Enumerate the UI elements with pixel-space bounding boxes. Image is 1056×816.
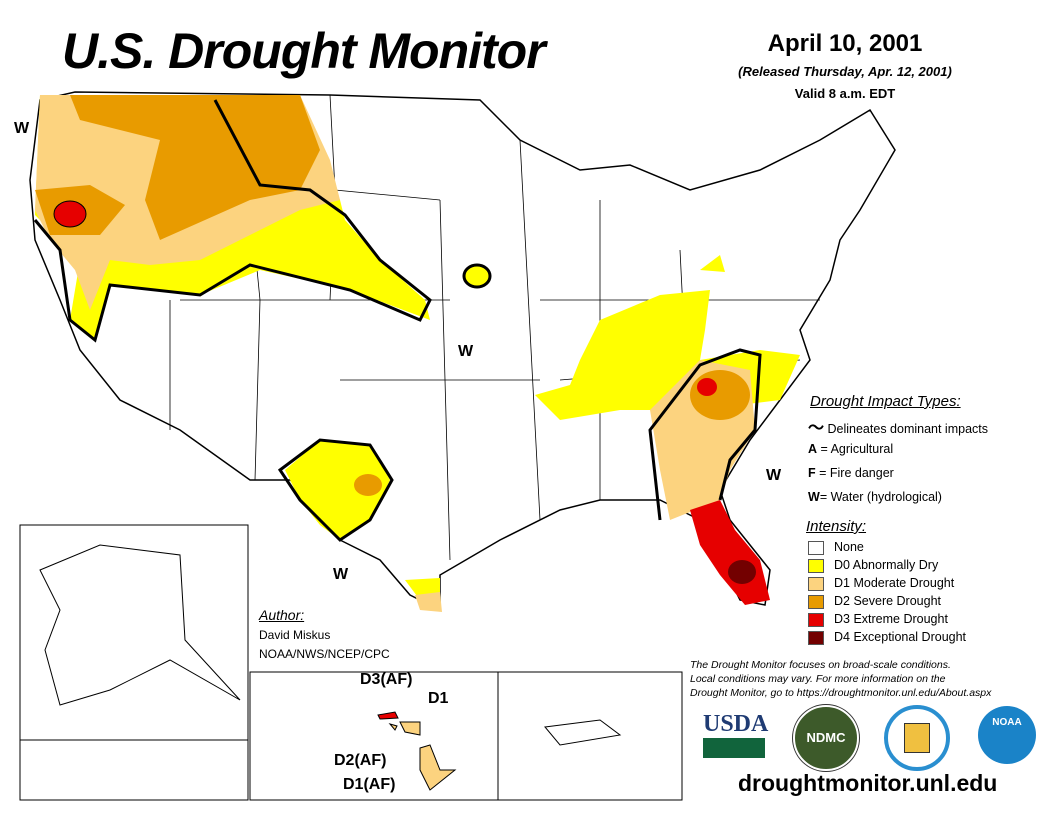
intensity-item: D0 Abnormally Dry	[808, 558, 938, 573]
author-heading: Author:	[259, 607, 305, 623]
ndmc-logo: NDMC	[793, 705, 859, 771]
impact-line-legend: 〜 Delineates dominant impacts	[808, 420, 988, 437]
d1-south-texas	[415, 592, 442, 612]
hawaii-label: D3(AF)	[360, 671, 413, 688]
usda-logo: USDA	[703, 712, 768, 758]
site-url[interactable]: droughtmonitor.unl.edu	[738, 770, 998, 796]
d3-georgia	[697, 378, 717, 396]
author-name: David Miskus	[259, 628, 331, 642]
impact-type-item: A = Agricultural	[808, 442, 894, 456]
disclaimer-note: The Drought Monitor focuses on broad-sca…	[690, 659, 992, 699]
intensity-item: D3 Extreme Drought	[808, 612, 948, 627]
valid-time: Valid 8 a.m. EDT	[794, 86, 896, 101]
impact-label-w: W	[458, 343, 474, 360]
intensity-item: D2 Severe Drought	[808, 594, 941, 609]
intensity-item: D1 Moderate Drought	[808, 576, 954, 591]
impact-label-w: W	[766, 467, 782, 484]
noaa-logo: NOAA	[978, 706, 1036, 764]
map-date: April 10, 2001	[767, 30, 923, 57]
d3-oregon	[53, 200, 87, 228]
intensity-item: D4 Exceptional Drought	[808, 630, 966, 645]
intensity-heading: Intensity:	[806, 518, 867, 535]
impact-types-heading: Drought Impact Types:	[810, 393, 961, 410]
d0-nystate	[700, 255, 725, 272]
puerto-rico-inset	[497, 671, 683, 801]
drought-areas	[35, 95, 800, 612]
impact-label-w: W	[14, 120, 30, 137]
impact-type-item: F = Fire danger	[808, 466, 894, 480]
hawaii-label: D2(AF)	[334, 752, 387, 769]
intensity-item: None	[808, 540, 864, 555]
impact-label-w: W	[333, 566, 349, 583]
squiggle-line-icon: 〜	[808, 420, 825, 437]
alaska-outline	[39, 544, 241, 706]
release-date: (Released Thursday, Apr. 12, 2001)	[738, 64, 952, 79]
d2-texas	[354, 474, 382, 496]
impact-lines	[33, 99, 762, 542]
alaska-inset	[19, 524, 249, 801]
d3-florida	[690, 500, 770, 605]
author-org: NOAA/NWS/NCEP/CPC	[259, 647, 390, 661]
commerce-seal-logo	[884, 705, 950, 771]
hawaii-label: D1	[428, 690, 449, 707]
d2-northwest	[70, 95, 320, 240]
d2-georgia	[690, 370, 750, 420]
d0-texas	[285, 440, 390, 540]
hawaii-label: D1(AF)	[343, 776, 396, 793]
impact-type-item: W= Water (hydrological)	[808, 490, 942, 504]
d4-florida	[728, 560, 756, 584]
page-title: U.S. Drought Monitor	[62, 23, 546, 79]
